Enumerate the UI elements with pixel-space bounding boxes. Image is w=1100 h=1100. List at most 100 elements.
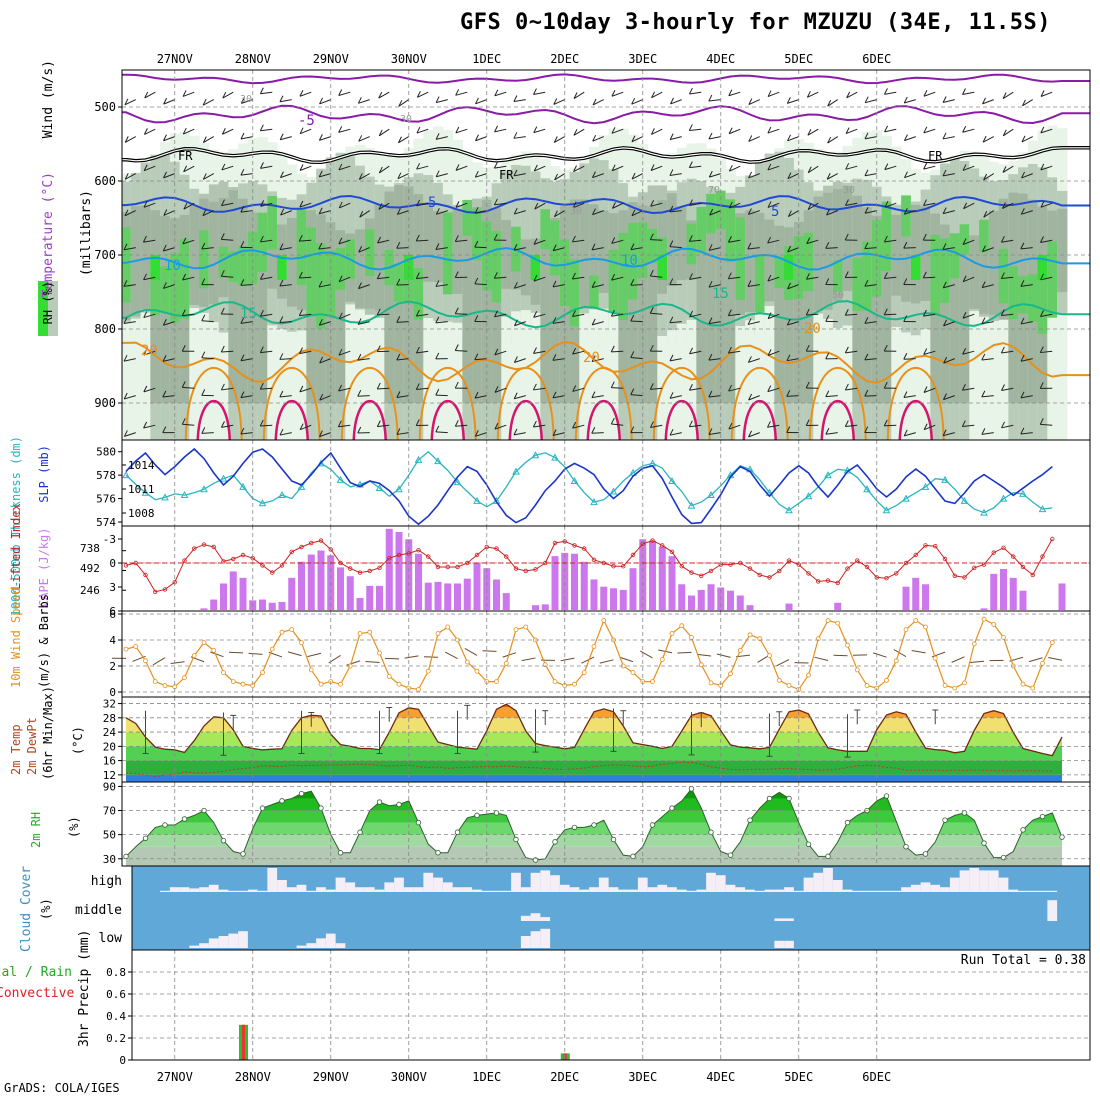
lifted-index-marker [474,552,480,558]
rh-cell [550,217,561,403]
wind-barb-flag [611,237,616,244]
wind-barb-flag [1020,391,1025,399]
wind-barb-flag [884,200,889,208]
wind-barb [572,387,585,392]
isotherm-20-bump [730,366,789,440]
lifted-index-marker [533,567,538,572]
rh-cell [725,199,736,263]
wind-barb-flag [748,135,753,142]
temp-unit-label: (°C) [71,726,85,755]
wind-barb [299,239,312,242]
wind-barb-flag [669,354,674,362]
wind-barb-flag [513,169,518,177]
wind-barb-flag [220,270,225,277]
wind-barb [942,99,955,103]
wind-barb-flag [786,318,791,326]
cloud-cell-high [657,884,668,892]
wind-barb [864,173,877,177]
thickness-marker [590,498,598,506]
wind-barb [1022,99,1034,107]
wind-barb [553,247,565,252]
rh-cell [345,304,356,440]
rh-axis-label: 2m RH [29,812,43,848]
cloud-cell-high [559,884,570,892]
wind-barb [494,276,507,279]
wind-barb [845,202,858,206]
wind-barb-flag [455,201,460,208]
cloud-cell-high [940,887,950,892]
cloud-cell-high [433,877,443,892]
wind-speed-marker [318,681,324,687]
y-tick-label: 3 [109,581,116,594]
rh-marker [708,829,714,835]
cloud-cell-middle [774,918,785,921]
wind-barb [514,395,526,400]
rh-cell [530,312,541,440]
wind-barb [494,387,507,393]
wind-barb [533,313,546,318]
lifted-index-marker [952,573,957,578]
lifted-index-marker [211,544,216,550]
wind-barb [981,432,994,435]
wind-barb-flag [221,421,225,428]
wind-barb [513,247,526,251]
wind-barb-flag [767,126,772,134]
wind-barb [592,99,604,106]
rh-cell [940,224,951,403]
cloud-level-label: low [99,931,123,946]
wind-barb-flag [708,244,713,251]
wind-barb [182,423,195,426]
cloud-cell-high [686,890,697,892]
cloud-cell-high [286,887,297,892]
wind-barb-flag [318,170,323,178]
rh-marker [942,817,948,823]
wind-barb-flag [826,208,831,216]
wind-barb [572,424,585,429]
wind-barb [163,321,175,326]
rh-cell [774,225,785,403]
wind-barb [552,432,565,437]
wind-barb-flag [240,279,245,286]
thickness-line [125,450,1053,514]
wind-barb [299,350,312,355]
lifted-index-marker [162,587,168,592]
wind-barb-flag [592,98,597,106]
cloud-cell-high [891,890,902,892]
wind-barb [611,350,624,353]
rh-cell [589,204,600,298]
wind-barb [241,99,253,104]
y-tick-label: 576 [96,493,116,506]
date-label-bottom: 5DEC [784,1070,813,1084]
wind-barb-flag [123,280,128,287]
cloud-cell-high [852,890,863,892]
wind-barb-flag [728,164,733,172]
wind-barb-flag [923,423,928,430]
wind-barb [358,247,370,253]
wind-barb [144,128,156,135]
wind-barb [222,128,234,135]
wind-barb-flag [163,209,168,216]
wind-barb [1001,350,1014,354]
lifted-index-marker [192,546,197,551]
wind-barb-flag [787,134,791,142]
lifted-index-marker [387,556,392,561]
wind-barb [533,350,546,354]
wind-barb [747,284,760,287]
rh-cell [472,198,483,403]
wind-barb [377,239,390,244]
contour-label-5: 5 [428,195,436,211]
wind-barb [708,395,721,398]
thickness-marker [551,453,559,461]
wind-barb-flag [727,272,732,279]
cloud-cell-high [452,887,463,892]
wind-barb [1040,165,1053,171]
cloud-cell-high [579,889,590,892]
rh-marker [240,851,246,857]
wind-barb [338,424,351,428]
wind-speed-marker [416,687,421,692]
wind-barb-flag [338,275,343,282]
cloud-cell-high [745,889,755,892]
cloud-cell-high [589,887,599,892]
cape-bar [434,581,442,610]
wind-barb [943,358,955,364]
